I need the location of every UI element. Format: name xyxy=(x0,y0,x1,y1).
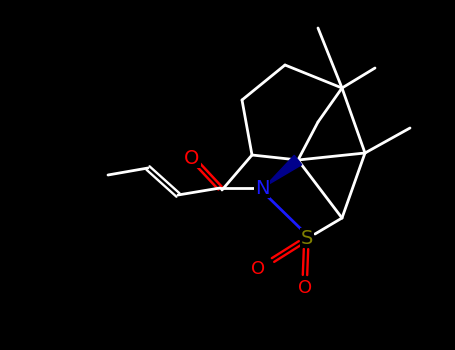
Polygon shape xyxy=(268,155,302,184)
Text: S: S xyxy=(301,229,313,247)
Text: O: O xyxy=(251,260,265,278)
Text: O: O xyxy=(298,279,312,297)
Text: N: N xyxy=(255,178,269,197)
Text: O: O xyxy=(184,148,200,168)
